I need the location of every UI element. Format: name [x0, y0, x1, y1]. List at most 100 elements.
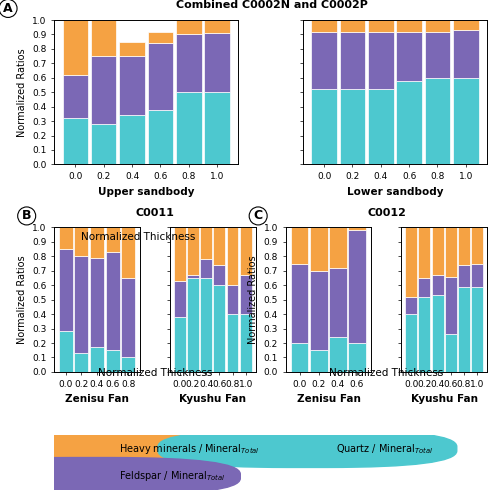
Bar [458, 265, 470, 286]
X-axis label: Zenisu Fan: Zenisu Fan [297, 394, 361, 404]
Y-axis label: Normalized Ratios: Normalized Ratios [17, 256, 27, 344]
Bar [90, 228, 104, 258]
Bar [176, 92, 202, 164]
Bar [200, 260, 212, 278]
Bar [59, 249, 73, 332]
Bar [453, 20, 479, 30]
Bar [148, 32, 173, 43]
Bar [200, 228, 212, 260]
Bar [121, 278, 135, 357]
FancyBboxPatch shape [0, 458, 240, 495]
Bar [59, 228, 73, 249]
Bar [91, 20, 117, 56]
Bar [106, 228, 120, 252]
Bar [120, 42, 145, 56]
Bar [348, 343, 366, 372]
Bar [200, 278, 212, 372]
Bar [176, 20, 202, 34]
Bar [330, 338, 346, 372]
Bar [187, 278, 199, 372]
Bar [120, 116, 145, 164]
Bar [74, 353, 89, 372]
Bar [339, 20, 365, 32]
Bar [240, 275, 251, 314]
Bar [174, 317, 185, 372]
Bar [471, 228, 483, 264]
Bar [148, 110, 173, 164]
Bar [214, 265, 225, 285]
Bar [187, 275, 199, 278]
Bar [425, 20, 450, 32]
Text: A: A [3, 2, 13, 15]
Bar [187, 228, 199, 275]
Bar [176, 34, 202, 92]
Y-axis label: Normalized Ratios: Normalized Ratios [17, 48, 27, 136]
X-axis label: Kyushu Fan: Kyushu Fan [411, 394, 478, 404]
Bar [62, 75, 88, 118]
Text: Normalized Thickness: Normalized Thickness [329, 368, 443, 378]
Bar [330, 268, 346, 338]
Bar [240, 228, 251, 275]
Bar [445, 276, 457, 334]
Bar [311, 90, 337, 164]
Text: B: B [22, 210, 31, 222]
Y-axis label: Normalized Ratios: Normalized Ratios [248, 256, 258, 344]
Bar [227, 314, 239, 372]
Bar [204, 33, 230, 92]
Bar [204, 92, 230, 164]
Bar [471, 264, 483, 286]
Title: C0012: C0012 [368, 208, 406, 218]
Bar [74, 256, 89, 353]
Bar [471, 286, 483, 372]
FancyBboxPatch shape [0, 430, 240, 468]
Bar [291, 264, 308, 343]
Bar [445, 228, 457, 276]
Bar [311, 32, 337, 90]
Bar [419, 278, 430, 297]
Bar [291, 343, 308, 372]
Bar [310, 228, 328, 271]
Bar [174, 281, 185, 317]
Bar [204, 20, 230, 33]
Bar [397, 80, 422, 164]
Bar [431, 275, 444, 295]
Bar [425, 78, 450, 164]
Bar [397, 32, 422, 80]
Bar [91, 124, 117, 164]
Bar [425, 32, 450, 78]
Bar [397, 20, 422, 32]
Bar [330, 228, 346, 268]
Text: Feldspar / Mineral$_{Total}$: Feldspar / Mineral$_{Total}$ [119, 469, 225, 483]
Bar [90, 348, 104, 372]
Bar [227, 286, 239, 314]
Bar [348, 230, 366, 343]
Bar [348, 228, 366, 230]
Title: C0011: C0011 [136, 208, 175, 218]
Bar [121, 228, 135, 278]
Bar [453, 78, 479, 164]
Bar [174, 228, 185, 281]
Text: Quartz / Mineral$_{Total}$: Quartz / Mineral$_{Total}$ [336, 442, 433, 456]
Bar [214, 228, 225, 265]
Bar [91, 56, 117, 124]
Bar [431, 296, 444, 372]
Bar [339, 32, 365, 90]
Bar [405, 314, 417, 372]
Text: Normalized Thickness: Normalized Thickness [98, 368, 212, 378]
Bar [419, 228, 430, 278]
Text: Heavy minerals / Mineral$_{Total}$: Heavy minerals / Mineral$_{Total}$ [119, 442, 260, 456]
Bar [106, 252, 120, 350]
Bar [121, 358, 135, 372]
Text: Normalized Thickness: Normalized Thickness [81, 232, 195, 242]
Bar [310, 350, 328, 372]
Bar [74, 228, 89, 256]
Bar [368, 20, 394, 32]
Bar [405, 297, 417, 314]
FancyBboxPatch shape [158, 430, 457, 468]
Bar [368, 90, 394, 164]
Bar [310, 271, 328, 350]
Bar [148, 43, 173, 110]
Bar [214, 286, 225, 372]
Bar [453, 30, 479, 78]
Bar [458, 286, 470, 372]
